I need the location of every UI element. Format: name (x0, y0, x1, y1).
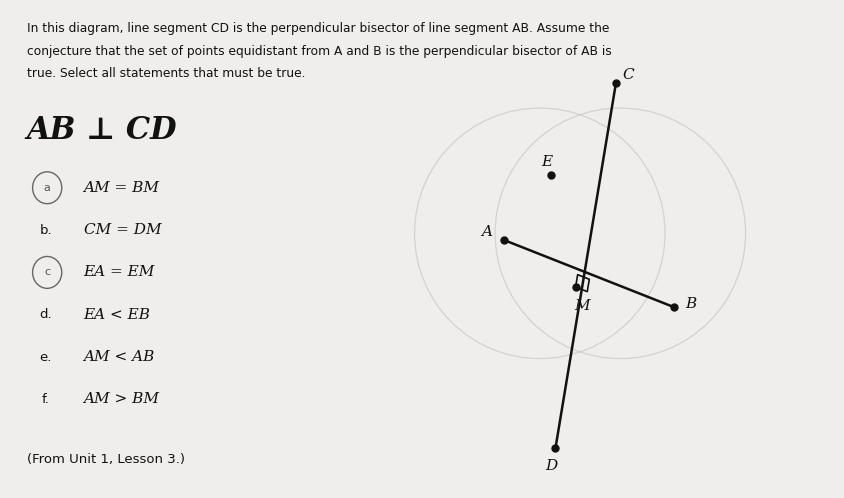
Text: C: C (623, 68, 634, 83)
Text: D: D (545, 459, 557, 473)
Text: B: B (685, 297, 696, 311)
Text: AB ⊥ CD: AB ⊥ CD (27, 115, 177, 145)
Text: f.: f. (42, 393, 50, 406)
Text: E: E (541, 155, 552, 169)
Text: d.: d. (40, 308, 52, 321)
Text: M: M (575, 299, 590, 313)
Text: A: A (482, 225, 493, 239)
Text: true. Select all statements that must be true.: true. Select all statements that must be… (27, 67, 306, 80)
Text: EA < EB: EA < EB (84, 308, 150, 322)
Text: (From Unit 1, Lesson 3.): (From Unit 1, Lesson 3.) (27, 453, 185, 466)
Text: c: c (44, 267, 51, 277)
Text: AM = BM: AM = BM (84, 181, 160, 195)
Text: a: a (44, 183, 51, 193)
Text: e.: e. (40, 351, 52, 364)
Text: CM = DM: CM = DM (84, 223, 161, 237)
Text: In this diagram, line segment CD is the perpendicular bisector of line segment A: In this diagram, line segment CD is the … (27, 22, 609, 35)
Text: b.: b. (40, 224, 52, 237)
Text: AM > BM: AM > BM (84, 392, 160, 406)
Text: AM < AB: AM < AB (84, 350, 155, 364)
Text: conjecture that the set of points equidistant from A and B is the perpendicular : conjecture that the set of points equidi… (27, 45, 611, 58)
Text: EA = EM: EA = EM (84, 265, 155, 279)
